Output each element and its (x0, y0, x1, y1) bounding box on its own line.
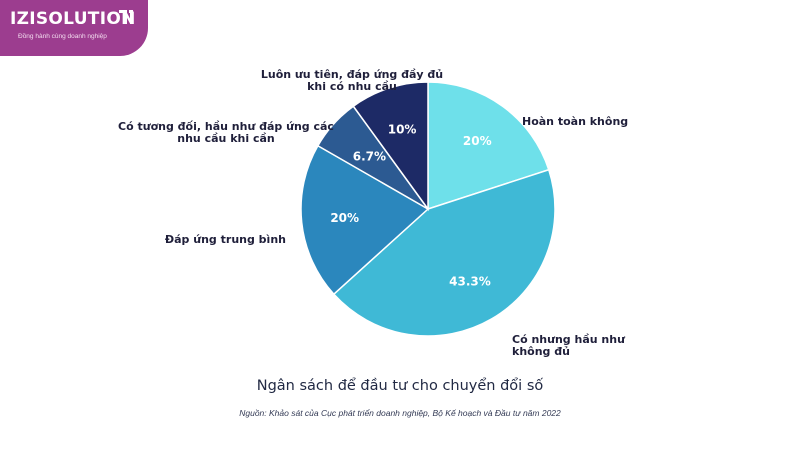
pie-category-label: Luôn ưu tiên, đáp ứng đầy đủ khi có nhu c… (261, 68, 443, 93)
pie-category-label: Có tương đối, hầu như đáp ứng các nhu cầu… (118, 120, 334, 145)
chart-source-note: Nguồn: Khảo sát của Cục phát triển doanh… (239, 408, 561, 418)
brand-tagline: Đồng hành cùng doanh nghiệp (18, 33, 107, 40)
pie-slice-value-label: 20% (463, 134, 492, 148)
pie-slice (300, 144, 430, 296)
pie-category-label: Đáp ứng trung bình (165, 233, 286, 246)
pie-category-labels: Hoàn toàn không Có nhưng hầu như không đủ Đ… (118, 68, 628, 358)
pie-slice (352, 81, 429, 212)
pie-category-label: Có nhưng hầu như không đủ (512, 333, 626, 358)
brand-logo: IZISOLUTION Đồng hành cùng doanh nghiệp (0, 0, 148, 56)
pie-slice-value-label: 6.7% (353, 149, 386, 163)
pie-category-label: Hoàn toàn không (522, 115, 628, 128)
pie-value-labels: 20% 43.3% 20% 6.7%10% (330, 122, 491, 288)
pie-slice-value-label: 43.3% (449, 275, 491, 289)
pie-slice (427, 81, 550, 211)
pie-slice (332, 168, 556, 337)
chart-title: Ngân sách để đầu tư cho chuyển đổi số (256, 378, 544, 394)
pie-slices (300, 81, 556, 337)
pie-slice-value-label: 10% (388, 122, 417, 136)
pie-slice-value-label: 20% (330, 211, 359, 225)
brand-mark-icon (119, 10, 133, 24)
brand-name: IZISOLUTION (10, 9, 136, 29)
